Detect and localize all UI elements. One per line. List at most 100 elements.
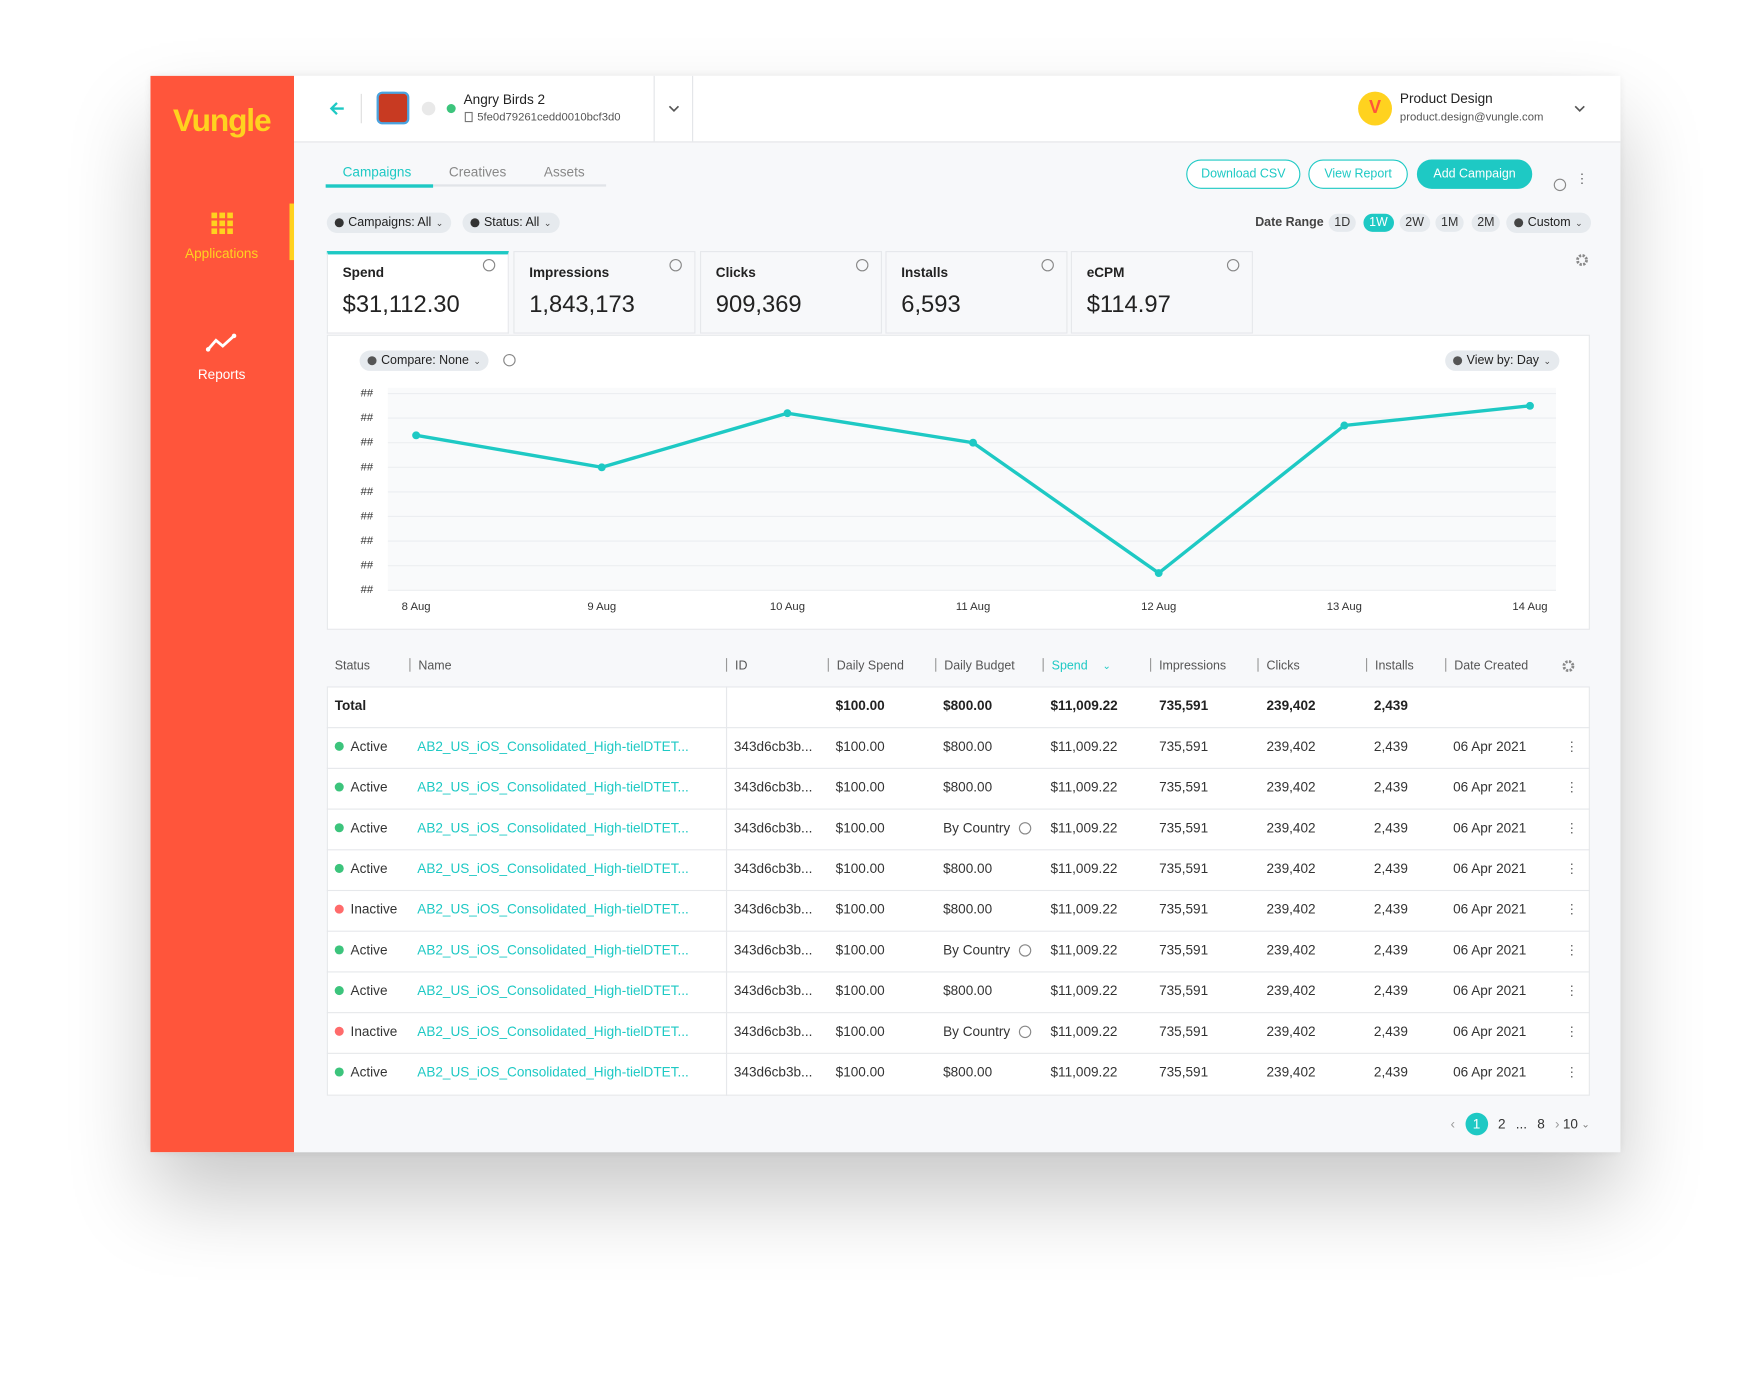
cell-name[interactable]: AB2_US_iOS_Consolidated_High-tielDTET...	[417, 1023, 689, 1040]
column-header[interactable]: Spend	[1051, 659, 1088, 673]
cell-status: Active	[350, 779, 388, 795]
action-button[interactable]: Download CSV	[1186, 159, 1301, 189]
app-dropdown[interactable]	[667, 103, 681, 114]
total-cell: $800.00	[943, 697, 993, 714]
header-separator	[1150, 658, 1152, 672]
prev[interactable]: ‹	[1450, 1116, 1456, 1132]
logo[interactable]: Vungle	[172, 102, 272, 138]
date-option[interactable]: 1M	[1435, 213, 1464, 232]
page[interactable]: 2	[1497, 1116, 1506, 1132]
cell-name[interactable]: AB2_US_iOS_Consolidated_High-tielDTET...	[417, 860, 689, 877]
row-menu[interactable]: ⋮	[1565, 901, 1579, 918]
more-menu[interactable]: ⋮	[1575, 170, 1589, 187]
help-icon[interactable]	[1553, 178, 1567, 192]
date-custom[interactable]: Custom ⌄	[1506, 212, 1591, 233]
row-menu[interactable]: ⋮	[1565, 819, 1579, 836]
point	[412, 431, 421, 440]
tab[interactable]: Assets	[543, 163, 585, 180]
filter-chip[interactable]: Status: All ⌄	[462, 212, 560, 233]
row-menu[interactable]: ⋮	[1565, 1023, 1579, 1040]
action-button[interactable]: View Report	[1308, 159, 1408, 189]
cell-daily-budget: $800.00	[943, 860, 993, 877]
column-header[interactable]: Daily Budget	[944, 659, 1015, 673]
table-settings[interactable]	[1562, 659, 1576, 673]
row-menu[interactable]: ⋮	[1565, 779, 1579, 795]
metric-card[interactable]	[513, 251, 696, 334]
metric-card[interactable]	[1070, 251, 1253, 334]
cell-impressions: 735,591	[1159, 941, 1209, 958]
status-dot	[334, 823, 344, 833]
cell-id: 343d6cb3b...	[733, 982, 813, 999]
back-arrow[interactable]	[328, 100, 346, 118]
avatar[interactable]: V	[1358, 91, 1393, 126]
row-menu[interactable]: ⋮	[1565, 738, 1579, 755]
view-by-chip[interactable]: View by: Day ⌄	[1445, 350, 1560, 371]
column-header[interactable]: Installs	[1375, 659, 1414, 673]
point	[1154, 569, 1163, 578]
info-icon[interactable]	[1018, 944, 1032, 957]
cell-name[interactable]: AB2_US_iOS_Consolidated_High-tielDTET...	[417, 901, 689, 918]
cell-status: Active	[350, 941, 388, 958]
app-id: 5fe0d79261cedd0010bcf3d0	[477, 111, 621, 124]
page[interactable]: 8	[1537, 1116, 1545, 1132]
metric-card[interactable]	[699, 251, 883, 334]
help-icon[interactable]	[669, 258, 682, 272]
metric-card[interactable]	[885, 251, 1068, 334]
nav-applications[interactable]: Applications	[185, 245, 259, 262]
copy-icon[interactable]	[464, 111, 473, 123]
cell-name[interactable]: AB2_US_iOS_Consolidated_High-tielDTET...	[417, 738, 689, 755]
row-menu[interactable]: ⋮	[1565, 982, 1579, 999]
filter-chip[interactable]: Campaigns: All ⌄	[326, 212, 452, 233]
date-option[interactable]: 1W	[1363, 213, 1394, 232]
column-header[interactable]: Daily Spend	[836, 659, 904, 673]
cell-spend: $11,009.22	[1050, 819, 1118, 836]
cell-name[interactable]: AB2_US_iOS_Consolidated_High-tielDTET...	[417, 819, 689, 836]
cell-impressions: 735,591	[1159, 738, 1209, 755]
settings-icon[interactable]	[1575, 253, 1589, 267]
row-menu[interactable]: ⋮	[1565, 860, 1579, 877]
cell-daily-spend: $100.00	[835, 860, 885, 877]
page-size[interactable]: 10	[1562, 1116, 1578, 1132]
page[interactable]: 1	[1465, 1112, 1488, 1136]
row-menu[interactable]: ⋮	[1565, 1064, 1579, 1080]
row-divider	[326, 889, 1590, 892]
x-tick-label: 10 Aug	[770, 601, 805, 613]
cell-name[interactable]: AB2_US_iOS_Consolidated_High-tielDTET...	[417, 1064, 689, 1080]
date-option[interactable]: 2M	[1471, 213, 1501, 232]
user-dropdown[interactable]	[1573, 103, 1587, 114]
sidebar: Vungle Applications Reports	[150, 75, 295, 1153]
nav-reports[interactable]: Reports	[197, 366, 246, 383]
action-button[interactable]: Add Campaign	[1416, 159, 1533, 189]
date-option[interactable]: 1D	[1328, 213, 1356, 232]
page-size-chevron[interactable]: ⌄	[1581, 1117, 1590, 1130]
cell-name[interactable]: AB2_US_iOS_Consolidated_High-tielDTET...	[417, 982, 689, 999]
tab[interactable]: Campaigns	[342, 163, 412, 180]
page[interactable]: ...	[1515, 1116, 1528, 1132]
date-option[interactable]: 2W	[1399, 213, 1430, 232]
column-divider	[725, 686, 728, 1096]
column-header[interactable]: Impressions	[1159, 659, 1227, 673]
info-icon[interactable]	[1018, 822, 1032, 835]
tab[interactable]: Creatives	[448, 163, 507, 180]
column-header[interactable]: Status	[334, 659, 370, 673]
help-icon[interactable]	[503, 353, 516, 367]
cell-name[interactable]: AB2_US_iOS_Consolidated_High-tielDTET...	[417, 779, 689, 795]
help-icon[interactable]	[1041, 258, 1054, 272]
cell-installs: 2,439	[1373, 1064, 1408, 1080]
info-icon[interactable]	[1018, 1025, 1032, 1039]
next[interactable]: ›	[1554, 1116, 1560, 1132]
tab-underline	[325, 184, 434, 188]
help-icon[interactable]	[1226, 258, 1240, 272]
help-icon[interactable]	[482, 258, 496, 272]
compare-chip[interactable]: Compare: None ⌄	[359, 350, 489, 371]
column-header[interactable]: ID	[735, 659, 748, 673]
row-menu[interactable]: ⋮	[1565, 941, 1579, 958]
column-header[interactable]: Date Created	[1454, 659, 1529, 673]
help-icon[interactable]	[856, 258, 869, 272]
cell-daily-spend: $100.00	[835, 901, 885, 918]
metric-card[interactable]	[326, 251, 509, 334]
column-header[interactable]: Name	[418, 659, 452, 673]
column-header[interactable]: Clicks	[1266, 659, 1300, 673]
cell-name[interactable]: AB2_US_iOS_Consolidated_High-tielDTET...	[417, 941, 689, 958]
total-cell: $100.00	[835, 697, 885, 714]
